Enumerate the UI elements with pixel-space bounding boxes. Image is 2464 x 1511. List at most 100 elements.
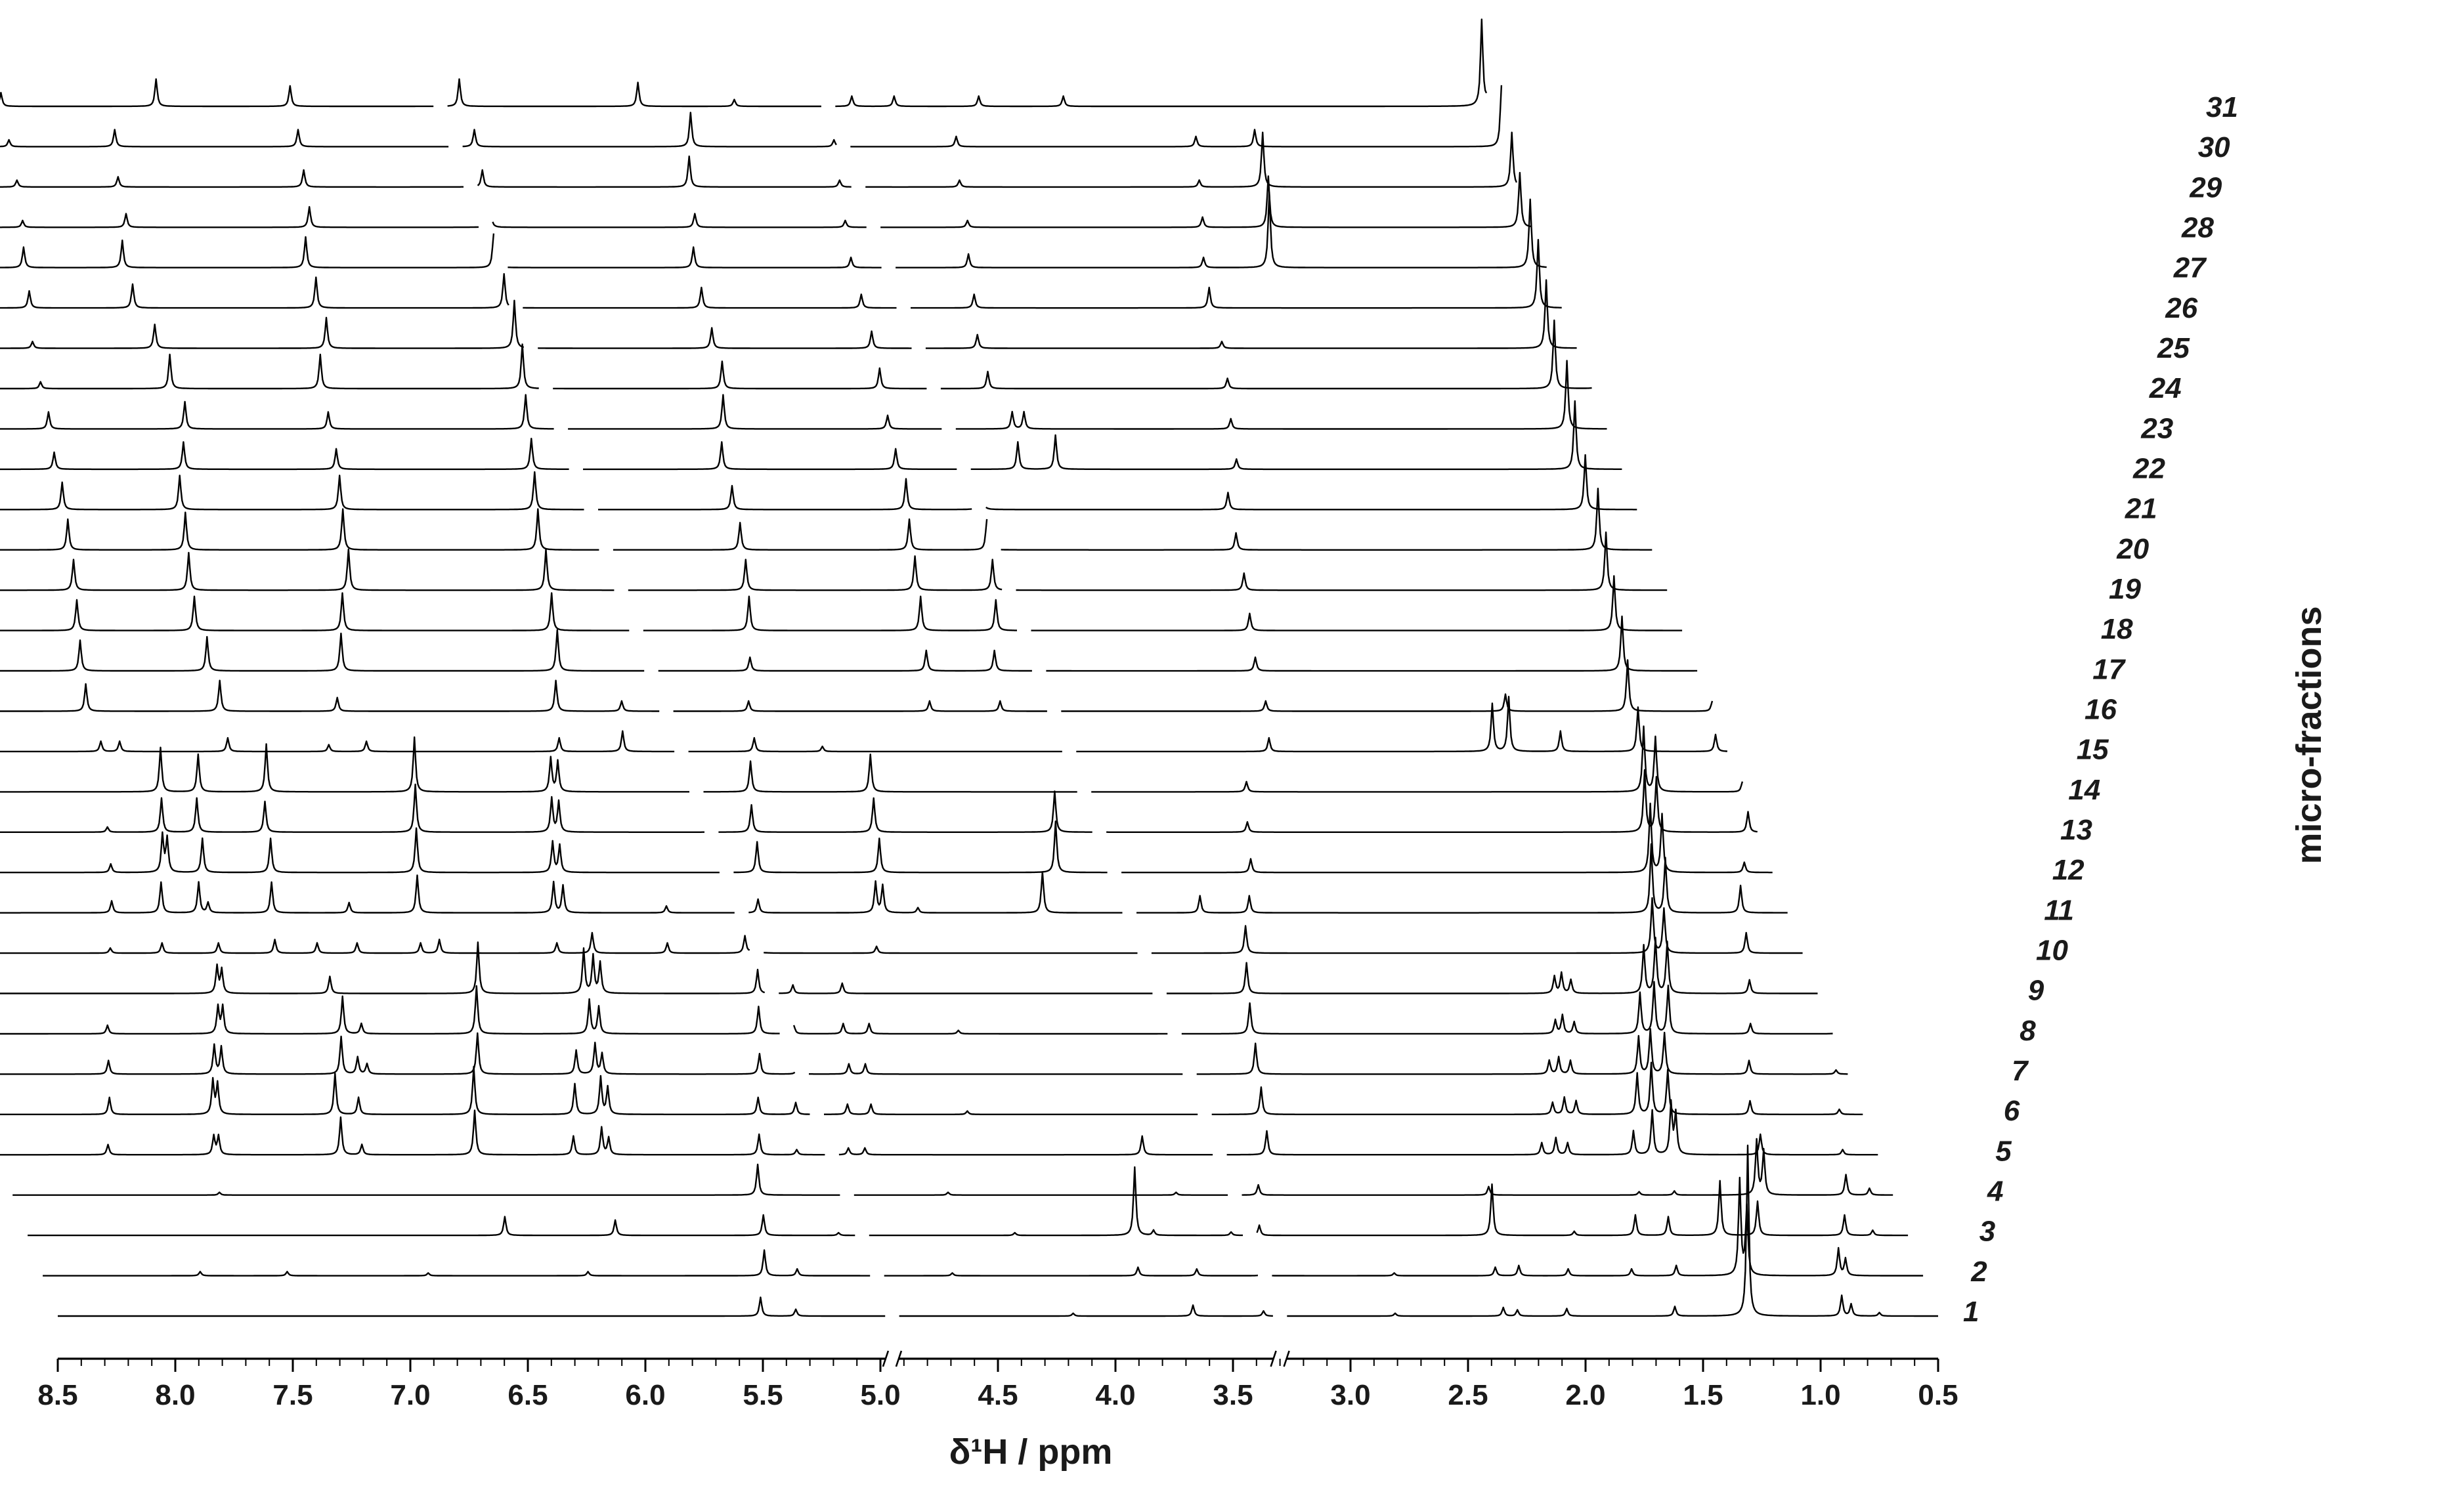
fraction-label-9: 9 bbox=[2028, 975, 2044, 1007]
fraction-label-1: 1 bbox=[1963, 1296, 1979, 1328]
spectrum-trace-10-segment-2 bbox=[764, 945, 1138, 954]
spectrum-trace-20-segment-3 bbox=[1001, 488, 1653, 551]
spectrum-trace-28-segment-2 bbox=[492, 213, 867, 228]
spectrum-trace-11-segment-3 bbox=[1136, 843, 1788, 914]
fraction-label-13: 13 bbox=[2060, 814, 2092, 846]
spectrum-trace-19-segment-1 bbox=[0, 548, 615, 591]
spectrum-trace-8-segment-3 bbox=[1181, 981, 1833, 1035]
spectrum-trace-25-segment-1 bbox=[0, 299, 525, 349]
x-tick-label-5: 6.0 bbox=[625, 1379, 665, 1411]
spectrum-trace-22-segment-1 bbox=[0, 437, 569, 471]
spectrum-trace-6-segment-1 bbox=[0, 1065, 810, 1115]
spectrum-trace-26-segment-1 bbox=[0, 273, 509, 309]
spectrum-trace-27-segment-2 bbox=[508, 246, 882, 268]
fraction-label-26: 26 bbox=[2165, 292, 2197, 324]
fraction-label-15: 15 bbox=[2077, 734, 2109, 766]
spectrum-trace-27-segment-3 bbox=[896, 192, 1547, 268]
x-axis-title: δ¹H / ppm bbox=[949, 1432, 1113, 1472]
spectrum-trace-18-segment-1 bbox=[0, 592, 630, 631]
spectrum-trace-14-segment-1 bbox=[0, 736, 689, 793]
spectrum-trace-5-segment-1 bbox=[0, 1109, 825, 1156]
x-tick-label-10: 3.5 bbox=[1213, 1379, 1253, 1411]
spectrum-trace-14-segment-3 bbox=[1091, 725, 1744, 793]
fraction-label-5: 5 bbox=[1995, 1135, 2012, 1167]
spectrum-trace-4-segment-2 bbox=[854, 1191, 1228, 1196]
spectrum-trace-11-segment-1 bbox=[0, 874, 735, 914]
spectrum-trace-12-segment-1 bbox=[0, 827, 720, 874]
spectrum-trace-7-segment-2 bbox=[809, 1063, 1183, 1075]
spectrum-trace-13-segment-2 bbox=[718, 790, 1092, 833]
spectrum-trace-16-segment-3 bbox=[1061, 659, 1714, 712]
spectrum-trace-12-segment-3 bbox=[1121, 802, 1773, 874]
x-tick-label-7: 5.0 bbox=[860, 1379, 900, 1411]
x-tick-label-12: 2.5 bbox=[1448, 1379, 1488, 1411]
spectrum-trace-14-segment-2 bbox=[703, 754, 1077, 793]
spectrum-trace-27-segment-1 bbox=[0, 233, 495, 268]
spectrum-trace-23-segment-1 bbox=[0, 394, 554, 430]
spectrum-trace-28-segment-3 bbox=[880, 171, 1532, 228]
fraction-label-11: 11 bbox=[2044, 894, 2074, 926]
fraction-label-28: 28 bbox=[2181, 212, 2214, 244]
x-tick-label-11: 3.0 bbox=[1330, 1379, 1370, 1411]
axis-break-mark-2-2 bbox=[1283, 1350, 1290, 1367]
spectrum-trace-9-segment-1 bbox=[0, 941, 766, 994]
spectrum-trace-30-segment-1 bbox=[0, 129, 449, 148]
fraction-label-22: 22 bbox=[2132, 453, 2165, 485]
fraction-label-20: 20 bbox=[2116, 533, 2149, 565]
spectrum-trace-16-segment-2 bbox=[673, 700, 1047, 712]
x-tick-label-15: 1.0 bbox=[1800, 1379, 1840, 1411]
x-tick-label-2: 7.5 bbox=[272, 1379, 313, 1411]
fraction-label-18: 18 bbox=[2101, 613, 2133, 645]
spectrum-trace-29-segment-1 bbox=[0, 169, 464, 188]
spectrum-trace-24-segment-3 bbox=[940, 319, 1592, 390]
spectrum-trace-7-segment-1 bbox=[0, 1032, 796, 1075]
fraction-labels: 3130292827262524232221201918171615141312… bbox=[1963, 91, 2238, 1328]
spectrum-trace-22-segment-3 bbox=[970, 400, 1622, 471]
spectrum-trace-5-segment-3 bbox=[1226, 1099, 1878, 1156]
spectrum-trace-15-segment-1 bbox=[0, 730, 675, 753]
spectrum-trace-10-segment-1 bbox=[0, 931, 750, 954]
spectrum-trace-28-segment-1 bbox=[0, 205, 479, 228]
spectrum-trace-18-segment-3 bbox=[1031, 575, 1683, 631]
spectrum-trace-5-segment-2 bbox=[838, 1135, 1213, 1156]
spectrum-trace-26-segment-2 bbox=[523, 286, 897, 309]
spectrum-trace-4-segment-3 bbox=[1242, 1138, 1893, 1196]
x-tick-label-6: 5.5 bbox=[743, 1379, 783, 1411]
spectrum-trace-22-segment-2 bbox=[583, 441, 957, 471]
x-axis: 8.5 8.0 7.5 7.0 6.5 6.0 5.5 5.0 4.5 4.0 3.5 3.0 2.5 2… bbox=[37, 1350, 1958, 1411]
fraction-label-10: 10 bbox=[2036, 935, 2068, 967]
spectrum-trace-20-segment-1 bbox=[0, 508, 599, 551]
spectrum-trace-15-segment-2 bbox=[688, 736, 1062, 753]
spectrum-trace-1-segment-2 bbox=[899, 1304, 1273, 1317]
spectrum-trace-24-segment-2 bbox=[553, 360, 927, 390]
fraction-label-31: 31 bbox=[2206, 91, 2238, 123]
spectrum-trace-16-segment-1 bbox=[0, 679, 660, 712]
spectrum-trace-31-segment-1 bbox=[0, 78, 434, 108]
spectrum-trace-21-segment-1 bbox=[0, 471, 584, 511]
spectrum-trace-8-segment-1 bbox=[0, 985, 780, 1035]
fraction-label-21: 21 bbox=[2125, 493, 2157, 525]
x-tick-label-4: 6.5 bbox=[508, 1379, 548, 1411]
spectrum-trace-13-segment-3 bbox=[1106, 769, 1758, 833]
fractions-axis-title: micro-fractions bbox=[2289, 606, 2329, 864]
fraction-label-3: 3 bbox=[1979, 1216, 1995, 1248]
axis-break-mark-2-1 bbox=[1270, 1350, 1277, 1367]
spectrum-trace-3-segment-3 bbox=[1256, 1180, 1909, 1237]
spectrum-trace-21-segment-2 bbox=[598, 478, 972, 511]
spectrum-trace-17-segment-1 bbox=[0, 629, 645, 672]
fraction-label-17: 17 bbox=[2092, 653, 2126, 685]
spectrum-trace-10-segment-3 bbox=[1151, 897, 1803, 954]
x-tick-label-0: 8.5 bbox=[37, 1379, 77, 1411]
spectrum-trace-17-segment-3 bbox=[1046, 615, 1698, 672]
spectrum-trace-25-segment-3 bbox=[925, 279, 1577, 349]
fraction-label-4: 4 bbox=[1987, 1176, 2003, 1208]
spectrum-trace-29-segment-3 bbox=[865, 131, 1518, 188]
x-tick-label-13: 2.0 bbox=[1565, 1379, 1605, 1411]
fraction-label-29: 29 bbox=[2189, 171, 2222, 203]
spectrum-trace-23-segment-3 bbox=[955, 360, 1607, 430]
x-tick-label-9: 4.0 bbox=[1095, 1379, 1135, 1411]
spectra-traces bbox=[0, 18, 1938, 1317]
spectrum-trace-12-segment-2 bbox=[733, 820, 1108, 874]
x-tick-label-16: 0.5 bbox=[1918, 1379, 1958, 1411]
x-tick-label-1: 8.0 bbox=[155, 1379, 195, 1411]
